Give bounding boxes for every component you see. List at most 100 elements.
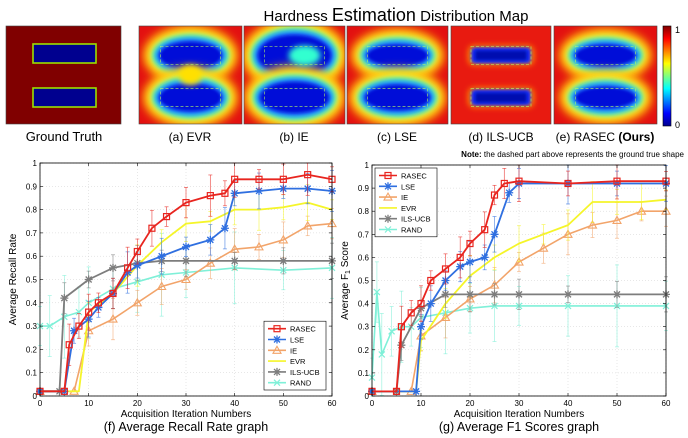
y-axis-label-suffix: Score bbox=[340, 241, 351, 270]
y-axis-label: Average F1 Score bbox=[340, 241, 352, 320]
y-tick-label: 0.3 bbox=[26, 322, 38, 331]
marker-ie bbox=[440, 312, 451, 322]
y-tick-label: 0.8 bbox=[26, 206, 38, 215]
legend-entry-lse: LSE bbox=[379, 182, 415, 191]
marker-ie bbox=[181, 274, 191, 284]
legend-entry-rand: RAND bbox=[379, 226, 423, 235]
series-line-rasec bbox=[372, 180, 666, 393]
marker-legend-ie bbox=[383, 191, 393, 201]
map-label-evr: (a) EVR bbox=[169, 130, 212, 144]
y-tick-label: 0.1 bbox=[26, 369, 38, 378]
map-label-text: (e) RASEC bbox=[556, 130, 619, 144]
y-tick-label: 0.8 bbox=[358, 207, 370, 216]
y-tick-label: 1 bbox=[33, 159, 38, 168]
x-tick-label: 50 bbox=[613, 399, 622, 408]
note-text: the dashed part above represents the gro… bbox=[482, 150, 685, 159]
marker-rasec bbox=[109, 289, 117, 298]
legend-label: ILS-UCB bbox=[401, 215, 431, 224]
y-tick-label: 0 bbox=[33, 392, 38, 401]
marker-ie bbox=[278, 234, 289, 244]
legend-box bbox=[263, 320, 327, 391]
marker-lse bbox=[466, 258, 474, 267]
marker-rasec bbox=[279, 175, 287, 183]
y-tick-label: 0.6 bbox=[358, 253, 370, 262]
y-tick-label: 0.9 bbox=[358, 184, 370, 193]
marker-legend-rand bbox=[384, 226, 392, 233]
x-tick-label: 20 bbox=[133, 399, 142, 408]
y-axis-label-main: Average F bbox=[340, 274, 351, 320]
legend-box bbox=[374, 167, 438, 238]
x-tick-label: 0 bbox=[38, 399, 43, 408]
series-rasec bbox=[36, 162, 336, 395]
y-axis-label: Average Recall Rate bbox=[8, 233, 19, 325]
legend-label: EVR bbox=[290, 357, 306, 366]
marker-legend-rasec bbox=[384, 171, 392, 180]
marker-lse bbox=[490, 230, 499, 239]
legend-entry-ils-ucb: ILS-UCB bbox=[379, 215, 431, 224]
marker-legend-rand bbox=[273, 379, 281, 387]
marker-rasec bbox=[123, 264, 132, 272]
marker-lse bbox=[157, 252, 166, 261]
colorbar: 1 0 bbox=[662, 25, 680, 130]
series-line-rasec bbox=[40, 173, 333, 393]
marker-rasec bbox=[515, 177, 523, 185]
y-tick-label: 1 bbox=[365, 161, 370, 170]
y-tick-label: 0.5 bbox=[26, 276, 38, 285]
legend-label: RAND bbox=[401, 226, 423, 235]
marker-rasec bbox=[221, 189, 229, 197]
marker-rasec bbox=[456, 253, 464, 261]
marker-rand bbox=[378, 350, 386, 358]
marker-legend-lse bbox=[384, 182, 392, 191]
marker-rasec bbox=[613, 177, 621, 185]
legend-label: RASEC bbox=[290, 325, 316, 334]
map-label-text: (c) LSE bbox=[377, 130, 417, 144]
x-tick-label: 10 bbox=[84, 399, 93, 408]
marker-ils-ucb bbox=[279, 256, 288, 265]
marker-legend-ils-ucb bbox=[273, 367, 281, 376]
marker-legend-ie bbox=[272, 345, 282, 354]
marker-rasec bbox=[60, 387, 68, 395]
legend-entry-ils-ucb: ILS-UCB bbox=[268, 368, 320, 377]
marker-rasec bbox=[490, 191, 499, 199]
map-label-rasec: (e) RASEC (Ours) bbox=[556, 130, 655, 144]
marker-rasec bbox=[397, 323, 405, 331]
marker-legend-ils-ucb bbox=[384, 214, 392, 223]
marker-rasec bbox=[564, 179, 572, 188]
x-tick-label: 50 bbox=[279, 399, 288, 408]
marker-ils-ucb bbox=[564, 290, 572, 299]
marker-rand bbox=[75, 308, 83, 316]
series-line-rand bbox=[371, 291, 666, 378]
map-gt: Ground Truth bbox=[5, 25, 122, 144]
series-line-evr bbox=[372, 198, 667, 393]
y-tick-label: 0.1 bbox=[358, 369, 370, 378]
marker-ils-ucb bbox=[466, 290, 474, 299]
marker-ie bbox=[156, 281, 167, 291]
series-line-rand bbox=[40, 267, 333, 327]
legend-entry-rasec: RASEC bbox=[268, 325, 316, 334]
legend-label: ILS-UCB bbox=[290, 368, 320, 377]
marker-rasec bbox=[133, 247, 141, 256]
marker-lse bbox=[255, 186, 263, 195]
legend-entry-rand: RAND bbox=[268, 379, 312, 388]
marker-rasec bbox=[500, 179, 508, 188]
marker-rasec bbox=[162, 212, 171, 221]
legend-label: RAND bbox=[290, 379, 312, 388]
marker-ie bbox=[108, 314, 118, 323]
map-label-text: (d) ILS-UCB bbox=[468, 130, 533, 144]
y-tick-label: 0.5 bbox=[358, 277, 370, 286]
marker-rasec bbox=[231, 175, 239, 183]
map-label-bold: (Ours) bbox=[618, 130, 654, 144]
y-tick-label: 0 bbox=[365, 392, 370, 401]
marker-rasec bbox=[441, 265, 450, 273]
x-tick-label: 20 bbox=[466, 399, 475, 408]
legend-entry-ie: IE bbox=[268, 345, 297, 355]
map-label-ils: (d) ILS-UCB bbox=[468, 130, 533, 144]
marker-ils-ucb bbox=[60, 294, 69, 303]
marker-ie bbox=[587, 219, 598, 229]
marker-ils-ucb bbox=[490, 290, 499, 299]
legend-label: LSE bbox=[401, 182, 415, 191]
x-axis-label: Acquisition Iteration Numbers bbox=[121, 409, 252, 420]
marker-rand bbox=[60, 313, 68, 321]
marker-rasec bbox=[206, 192, 214, 200]
